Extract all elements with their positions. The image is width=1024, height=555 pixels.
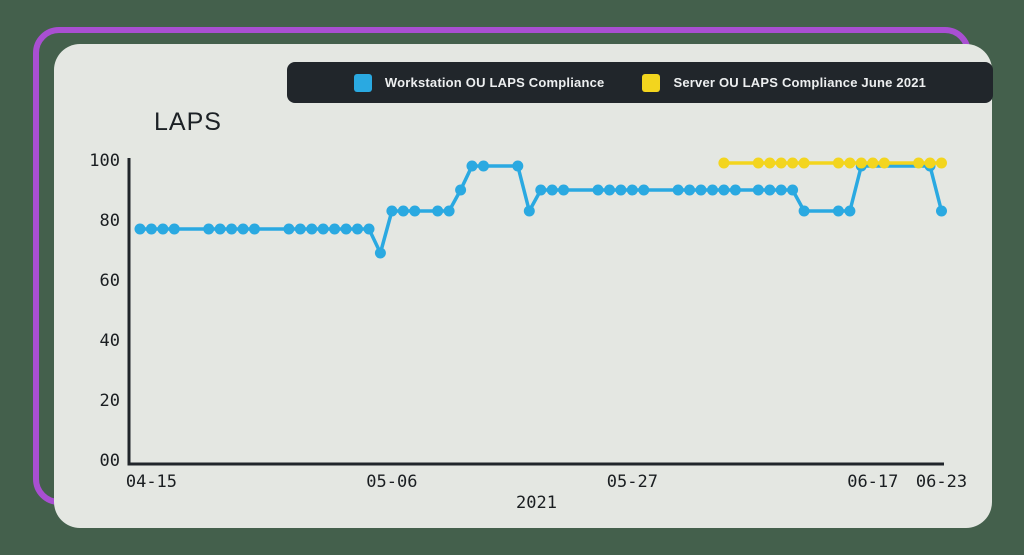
axis-lines bbox=[127, 158, 944, 466]
data-point-workstation bbox=[317, 223, 329, 235]
data-point-workstation bbox=[157, 223, 169, 235]
x-axis-label: 2021 bbox=[516, 493, 557, 513]
workstation-series-swatch-icon bbox=[353, 73, 372, 92]
data-point-workstation bbox=[604, 184, 615, 196]
x-tick-label: 04-15 bbox=[126, 472, 177, 492]
data-point-workstation bbox=[168, 223, 180, 235]
data-point-workstation bbox=[615, 184, 627, 196]
data-point-workstation bbox=[718, 184, 730, 196]
data-point-workstation bbox=[844, 205, 856, 217]
data-point-workstation bbox=[409, 205, 421, 217]
page-title: LAPS bbox=[154, 108, 222, 136]
data-point-workstation bbox=[363, 223, 375, 235]
data-point-server bbox=[787, 157, 799, 169]
data-point-workstation bbox=[237, 223, 249, 235]
data-point-workstation bbox=[478, 160, 489, 172]
data-point-workstation bbox=[340, 223, 352, 235]
data-point-server bbox=[764, 157, 776, 169]
chart-card: LAPS Workstation OU LAPS Compliance Serv… bbox=[54, 44, 993, 528]
data-point-workstation bbox=[787, 184, 799, 196]
data-point-workstation bbox=[466, 160, 478, 172]
data-point-workstation bbox=[832, 205, 844, 217]
data-point-workstation bbox=[707, 184, 718, 196]
data-point-server bbox=[752, 157, 764, 169]
data-point-workstation bbox=[283, 223, 295, 235]
data-point-workstation bbox=[397, 205, 409, 217]
legend-label-workstation: Workstation OU LAPS Compliance bbox=[384, 75, 605, 90]
legend-label-server: Server OU LAPS Compliance June 2021 bbox=[673, 75, 927, 90]
data-point-workstation bbox=[798, 205, 810, 217]
data-point-workstation bbox=[672, 184, 684, 196]
y-tick-label: 100 bbox=[89, 151, 120, 171]
y-tick-label: 20 bbox=[100, 391, 120, 411]
data-point-workstation bbox=[386, 205, 398, 217]
data-point-workstation bbox=[432, 205, 444, 217]
y-tick-label: 60 bbox=[100, 271, 120, 291]
data-point-server bbox=[775, 157, 787, 169]
data-point-workstation bbox=[306, 223, 318, 235]
data-point-workstation bbox=[764, 184, 776, 196]
y-tick-label: 80 bbox=[100, 211, 120, 231]
data-point-server bbox=[832, 157, 844, 169]
data-point-workstation bbox=[294, 223, 306, 235]
data-point-workstation bbox=[443, 205, 455, 217]
data-point-workstation bbox=[455, 184, 467, 196]
data-point-workstation bbox=[558, 184, 570, 196]
legend-item-server[interactable]: Server OU LAPS Compliance June 2021 bbox=[642, 73, 927, 92]
data-point-server bbox=[844, 157, 856, 169]
data-point-workstation bbox=[752, 184, 764, 196]
data-point-workstation bbox=[695, 184, 707, 196]
data-point-server bbox=[855, 157, 867, 169]
server-series-swatch-icon bbox=[642, 73, 661, 92]
data-point-workstation bbox=[249, 223, 260, 235]
data-point-workstation bbox=[329, 223, 341, 235]
data-point-workstation bbox=[523, 205, 535, 217]
data-point-workstation bbox=[684, 184, 696, 196]
data-point-server bbox=[913, 157, 925, 169]
data-point-workstation bbox=[936, 205, 947, 217]
series-line-workstation bbox=[138, 164, 944, 255]
legend-item-workstation[interactable]: Workstation OU LAPS Compliance bbox=[353, 73, 605, 92]
x-tick-label: 06-23 bbox=[916, 472, 967, 492]
data-point-workstation bbox=[203, 223, 215, 235]
data-point-workstation bbox=[546, 184, 558, 196]
data-point-workstation bbox=[352, 223, 363, 235]
data-point-workstation bbox=[214, 223, 226, 235]
x-tick-label: 06-17 bbox=[847, 472, 898, 492]
data-point-workstation bbox=[626, 184, 638, 196]
data-point-server bbox=[924, 157, 936, 169]
data-point-workstation bbox=[145, 223, 157, 235]
data-point-server bbox=[798, 157, 810, 169]
y-tick-label: 40 bbox=[100, 331, 120, 351]
chart-legend: Workstation OU LAPS Compliance Server OU… bbox=[287, 62, 993, 103]
data-point-workstation bbox=[134, 223, 146, 235]
data-point-workstation bbox=[638, 184, 650, 196]
y-tick-label: 00 bbox=[100, 451, 120, 471]
data-point-workstation bbox=[775, 184, 787, 196]
data-point-server bbox=[718, 157, 730, 169]
data-point-workstation bbox=[374, 247, 386, 259]
data-point-workstation bbox=[592, 184, 604, 196]
data-point-workstation bbox=[535, 184, 547, 196]
data-point-workstation bbox=[512, 160, 524, 172]
data-point-server bbox=[867, 157, 879, 169]
data-point-workstation bbox=[226, 223, 238, 235]
data-point-workstation bbox=[729, 184, 741, 196]
x-tick-label: 05-06 bbox=[366, 472, 417, 492]
x-tick-label: 05-27 bbox=[607, 472, 658, 492]
data-point-server bbox=[878, 157, 890, 169]
data-point-server bbox=[936, 157, 947, 169]
